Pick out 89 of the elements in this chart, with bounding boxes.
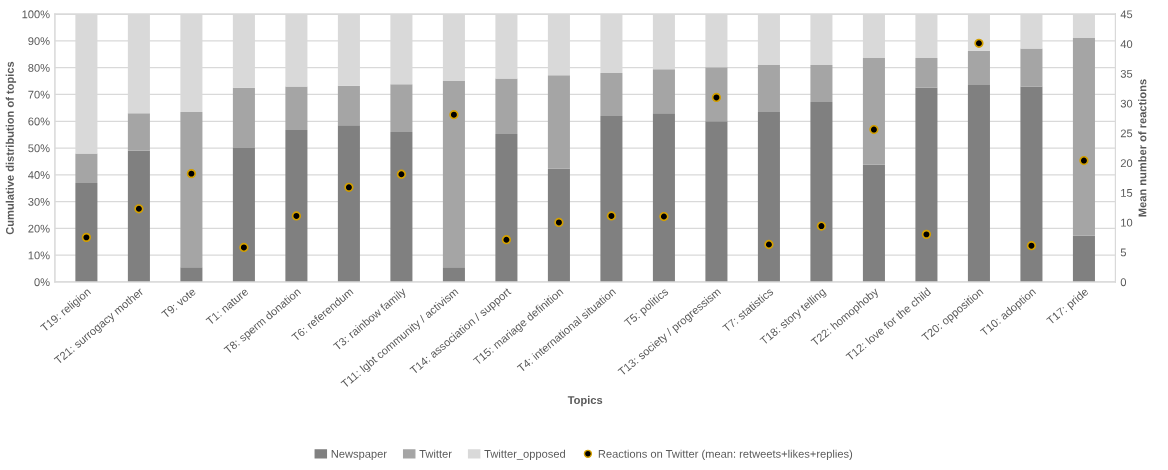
bar xyxy=(862,164,885,282)
y2-axis-title: Mean number of reactions xyxy=(1138,79,1147,217)
bar xyxy=(75,153,98,183)
y2-tick-label: 40 xyxy=(1120,40,1133,48)
y2-tick-label: 25 xyxy=(1120,129,1133,138)
bar xyxy=(337,125,360,282)
point xyxy=(764,239,774,250)
legend-label: Newspaper xyxy=(331,450,387,460)
y-tick-label: 30% xyxy=(28,197,50,206)
bar xyxy=(652,113,675,282)
y-tick-label: 50% xyxy=(28,144,50,153)
point xyxy=(659,211,669,222)
bar xyxy=(390,131,413,282)
point xyxy=(816,221,827,231)
bar xyxy=(75,182,98,282)
point xyxy=(396,169,407,179)
point xyxy=(344,182,354,192)
bar xyxy=(1072,37,1095,236)
y-tick-label: 40% xyxy=(28,171,50,179)
bar xyxy=(285,86,308,131)
point xyxy=(81,232,92,242)
bar xyxy=(442,81,465,268)
point xyxy=(711,92,722,103)
legend-label: Reactions on Twitter (mean: retweets+likes+replies) xyxy=(598,449,853,460)
point xyxy=(291,211,302,221)
y-tick-label: 90% xyxy=(28,37,50,46)
y2-tick-label: 15 xyxy=(1121,189,1133,197)
bar xyxy=(127,150,150,282)
y-tick-label: 60% xyxy=(28,117,50,126)
y2-tick-label: 10 xyxy=(1121,218,1133,227)
point xyxy=(186,169,197,179)
bar xyxy=(757,111,780,282)
bar xyxy=(495,78,518,135)
point xyxy=(869,124,879,135)
x-axis-title: Topics xyxy=(567,395,603,407)
point xyxy=(974,38,984,48)
bar xyxy=(180,267,203,282)
bar xyxy=(390,84,413,132)
bar xyxy=(285,130,308,282)
point xyxy=(134,204,144,214)
bar xyxy=(180,111,203,268)
bar xyxy=(705,121,728,282)
point xyxy=(239,242,249,253)
y-tick-label: 100% xyxy=(22,10,50,19)
bar xyxy=(915,58,938,88)
y-tick-label: 20% xyxy=(28,224,50,233)
y-tick-label: 80% xyxy=(28,63,50,72)
y2-tick-label: 30 xyxy=(1120,99,1133,108)
bar xyxy=(810,101,833,282)
point xyxy=(554,217,564,228)
bar xyxy=(1020,48,1043,87)
point xyxy=(501,235,512,245)
bar xyxy=(1020,86,1043,282)
bar xyxy=(495,134,518,282)
y-tick-label: 70% xyxy=(28,90,50,99)
legend-label: Twitter_opposed xyxy=(484,449,565,460)
x-tick-label: T9: vote xyxy=(161,287,197,319)
bar xyxy=(967,50,990,86)
bar xyxy=(705,67,728,122)
y2-tick-label: 35 xyxy=(1120,69,1133,78)
point xyxy=(1079,155,1089,166)
y2-tick-label: 20 xyxy=(1120,159,1133,168)
bar xyxy=(547,75,570,169)
point xyxy=(606,211,617,221)
y2-tick-label: 45 xyxy=(1120,10,1133,19)
bar xyxy=(967,85,990,282)
legend-label: Twitter xyxy=(419,449,452,458)
bar xyxy=(442,267,465,282)
y2-tick-label: 0 xyxy=(1120,278,1127,287)
bar xyxy=(810,65,833,102)
point xyxy=(1026,241,1037,251)
y-tick-label: 0% xyxy=(34,278,50,287)
bar xyxy=(1072,235,1095,282)
y-tick-label: 10% xyxy=(28,251,50,260)
bar xyxy=(915,87,938,282)
bar xyxy=(652,69,675,114)
point xyxy=(921,229,932,240)
point xyxy=(449,110,459,120)
bar xyxy=(600,115,623,282)
bar xyxy=(600,73,623,116)
y-axis-title: Cumulative distribution of topics xyxy=(5,61,17,235)
bar xyxy=(547,168,570,282)
bar xyxy=(337,85,360,126)
y2-tick-label: 5 xyxy=(1120,248,1127,257)
bar xyxy=(127,113,150,151)
bar xyxy=(862,58,885,165)
bar xyxy=(232,87,255,149)
bar xyxy=(232,148,255,282)
bar xyxy=(757,65,780,112)
